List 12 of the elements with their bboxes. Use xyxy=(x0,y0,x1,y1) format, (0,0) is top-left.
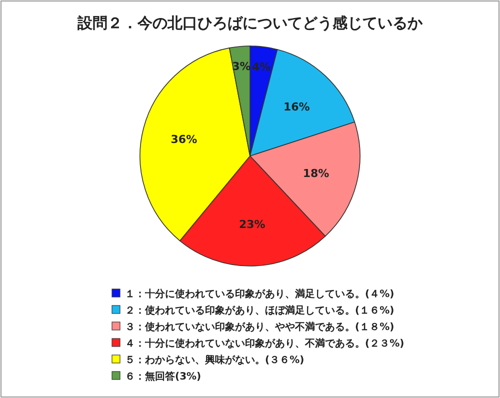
legend-label: ６：無回答(3%) xyxy=(125,370,202,382)
data-label: 18% xyxy=(302,166,330,180)
legend-label: １：十分に使われている印象があり、満足している。(４%) xyxy=(125,288,394,300)
legend-label: ５：わからない、興味がない。(３６%) xyxy=(125,354,304,366)
legend-label: ２：使われている印象があり、ほぼ満足している。(１６%) xyxy=(125,304,394,316)
legend-label: ３：使われていない印象があり、やや不満である。(１８%) xyxy=(125,321,394,333)
data-label: 16% xyxy=(284,100,310,114)
data-label: 4% xyxy=(252,60,271,74)
data-label: 36% xyxy=(170,133,198,146)
chart-title: 設問２．今の北口ひろばについてどう感じているか xyxy=(76,14,424,32)
data-label: 23% xyxy=(238,218,266,232)
legend-label: ４：十分に使われていない印象があり、不満である。(２３%) xyxy=(125,338,404,350)
